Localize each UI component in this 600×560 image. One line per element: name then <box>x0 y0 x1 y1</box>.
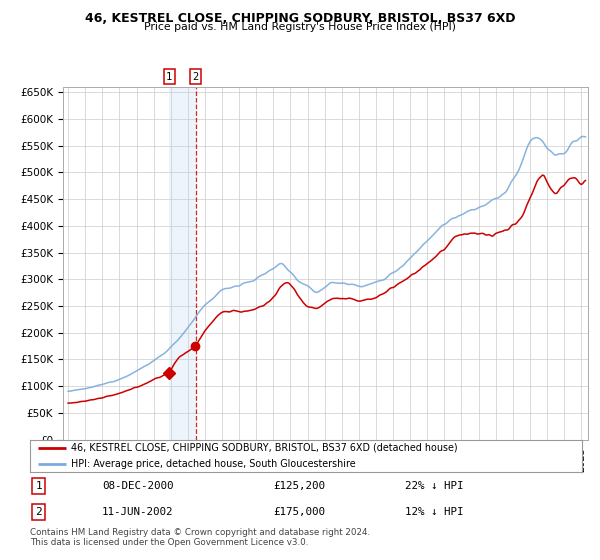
Text: 08-DEC-2000: 08-DEC-2000 <box>102 481 173 491</box>
Text: 2: 2 <box>35 507 42 517</box>
Text: £125,200: £125,200 <box>273 481 325 491</box>
Text: 2: 2 <box>193 72 199 82</box>
Text: 22% ↓ HPI: 22% ↓ HPI <box>406 481 464 491</box>
Text: 46, KESTREL CLOSE, CHIPPING SODBURY, BRISTOL, BS37 6XD: 46, KESTREL CLOSE, CHIPPING SODBURY, BRI… <box>85 12 515 25</box>
Text: 1: 1 <box>166 72 172 82</box>
Text: 1: 1 <box>35 481 42 491</box>
Text: 46, KESTREL CLOSE, CHIPPING SODBURY, BRISTOL, BS37 6XD (detached house): 46, KESTREL CLOSE, CHIPPING SODBURY, BRI… <box>71 443 458 452</box>
Text: £175,000: £175,000 <box>273 507 325 517</box>
Text: 11-JUN-2002: 11-JUN-2002 <box>102 507 173 517</box>
Text: HPI: Average price, detached house, South Gloucestershire: HPI: Average price, detached house, Sout… <box>71 459 356 469</box>
Bar <box>169 87 196 440</box>
Text: 12% ↓ HPI: 12% ↓ HPI <box>406 507 464 517</box>
Text: Contains HM Land Registry data © Crown copyright and database right 2024.
This d: Contains HM Land Registry data © Crown c… <box>30 528 370 547</box>
Text: Price paid vs. HM Land Registry's House Price Index (HPI): Price paid vs. HM Land Registry's House … <box>144 22 456 32</box>
